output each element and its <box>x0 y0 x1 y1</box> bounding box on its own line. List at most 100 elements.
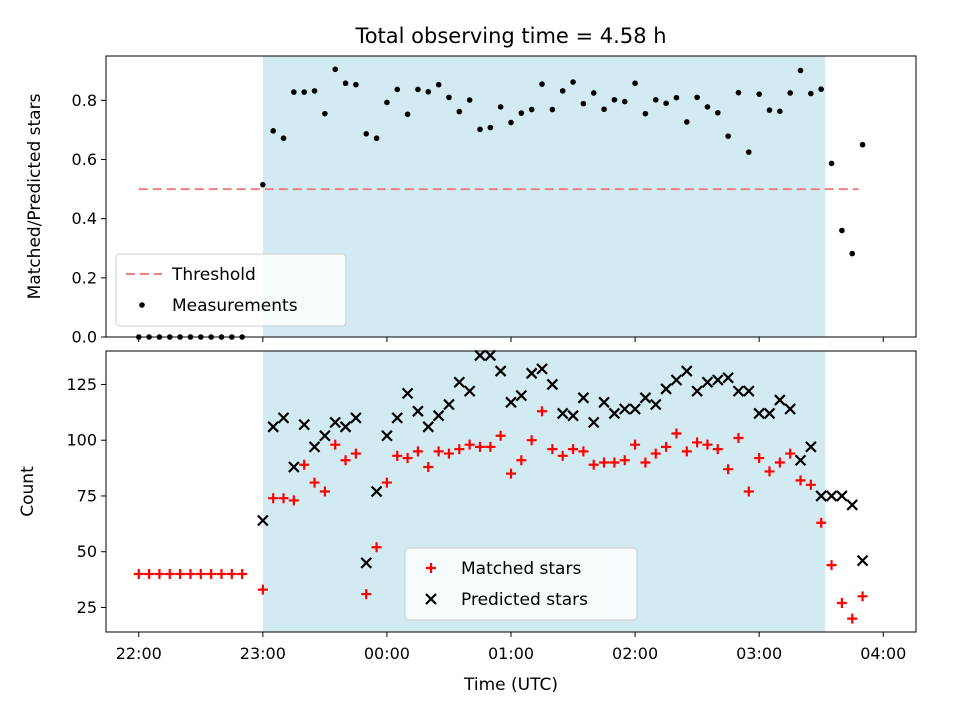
y-tick-label: 25 <box>77 598 97 617</box>
data-point <box>673 94 680 101</box>
data-point <box>619 455 630 466</box>
data-point <box>808 90 814 97</box>
data-point <box>133 569 144 580</box>
data-point <box>580 100 587 107</box>
data-point <box>784 403 796 415</box>
data-point <box>454 444 465 455</box>
data-point <box>363 130 370 137</box>
data-point <box>216 569 227 580</box>
data-point <box>735 89 742 96</box>
data-point <box>764 466 775 477</box>
data-point <box>578 446 589 457</box>
data-point <box>746 149 752 155</box>
data-point <box>487 124 494 131</box>
data-point <box>277 412 290 424</box>
data-point <box>350 448 361 459</box>
data-point <box>446 94 452 101</box>
data-point <box>663 100 669 107</box>
data-point <box>712 374 724 386</box>
data-point <box>342 80 349 87</box>
data-point <box>301 89 307 95</box>
data-point <box>681 365 693 377</box>
data-point <box>777 108 783 115</box>
data-point <box>712 444 723 455</box>
data-point <box>508 119 514 126</box>
data-point <box>506 468 516 479</box>
data-point <box>836 598 847 609</box>
data-point <box>329 416 341 429</box>
data-point <box>309 477 320 488</box>
data-point <box>649 398 662 411</box>
data-point <box>549 106 556 113</box>
data-point <box>640 457 651 468</box>
data-point <box>701 376 714 388</box>
data-point <box>394 86 401 93</box>
data-point <box>795 475 806 486</box>
data-point <box>601 106 607 113</box>
data-point <box>340 455 351 466</box>
data-point <box>570 79 576 85</box>
data-point <box>557 450 568 461</box>
data-point <box>415 86 421 93</box>
data-point <box>652 96 659 103</box>
x-tick-label: 23:00 <box>240 644 286 663</box>
data-point <box>642 110 649 117</box>
y-tick-label: 0.4 <box>72 209 97 228</box>
data-point <box>494 365 507 377</box>
data-point <box>422 421 435 433</box>
data-point <box>319 486 330 497</box>
data-point <box>546 378 559 391</box>
data-point <box>754 453 765 464</box>
legend-label: Predicted stars <box>461 590 588 610</box>
y-tick-label: 125 <box>66 375 97 394</box>
x-axis-title: Time (UTC) <box>463 675 558 695</box>
series-0 <box>133 406 868 624</box>
data-point <box>267 421 279 433</box>
data-point <box>260 181 266 188</box>
data-point <box>518 110 525 116</box>
data-point <box>587 416 600 429</box>
y-tick-label: 0.2 <box>72 268 97 287</box>
data-point <box>299 459 310 470</box>
data-point <box>474 349 486 362</box>
data-point <box>391 412 404 424</box>
data-point <box>797 67 804 74</box>
legend-box <box>404 547 638 621</box>
data-point <box>828 160 835 167</box>
data-point <box>661 441 672 452</box>
data-point <box>268 493 279 504</box>
data-point <box>456 108 463 115</box>
data-point <box>257 514 269 527</box>
data-point <box>567 409 579 422</box>
data-point <box>609 457 620 468</box>
x-tick-label: 04:00 <box>860 644 906 663</box>
legend: Matched stars Predicted stars <box>404 547 638 621</box>
data-point <box>846 499 858 511</box>
data-point <box>525 367 538 380</box>
y-tick-label: 0.6 <box>72 150 97 169</box>
data-point <box>278 493 289 504</box>
data-point <box>370 485 383 498</box>
data-point <box>857 591 868 602</box>
data-point <box>539 81 545 87</box>
data-point <box>311 88 318 94</box>
data-point <box>485 441 496 452</box>
y-tick-label: 50 <box>77 542 97 561</box>
data-point <box>559 88 566 94</box>
data-point <box>805 441 817 453</box>
data-point <box>694 94 700 101</box>
x-tick-label: 00:00 <box>364 644 410 663</box>
data-point <box>536 363 548 375</box>
data-point <box>787 90 793 96</box>
ratio-panel: 0.0 0.2 0.4 0.6 0.8 Matched/Predicted stars Th… <box>25 55 917 347</box>
data-point <box>270 128 276 134</box>
data-point <box>308 441 321 453</box>
data-point <box>556 407 569 420</box>
data-point <box>484 349 497 362</box>
data-point <box>805 479 816 490</box>
data-point <box>360 557 373 569</box>
data-point <box>404 111 411 118</box>
data-point <box>425 88 432 95</box>
y-tick-label: 100 <box>66 431 97 450</box>
data-point <box>588 459 599 470</box>
